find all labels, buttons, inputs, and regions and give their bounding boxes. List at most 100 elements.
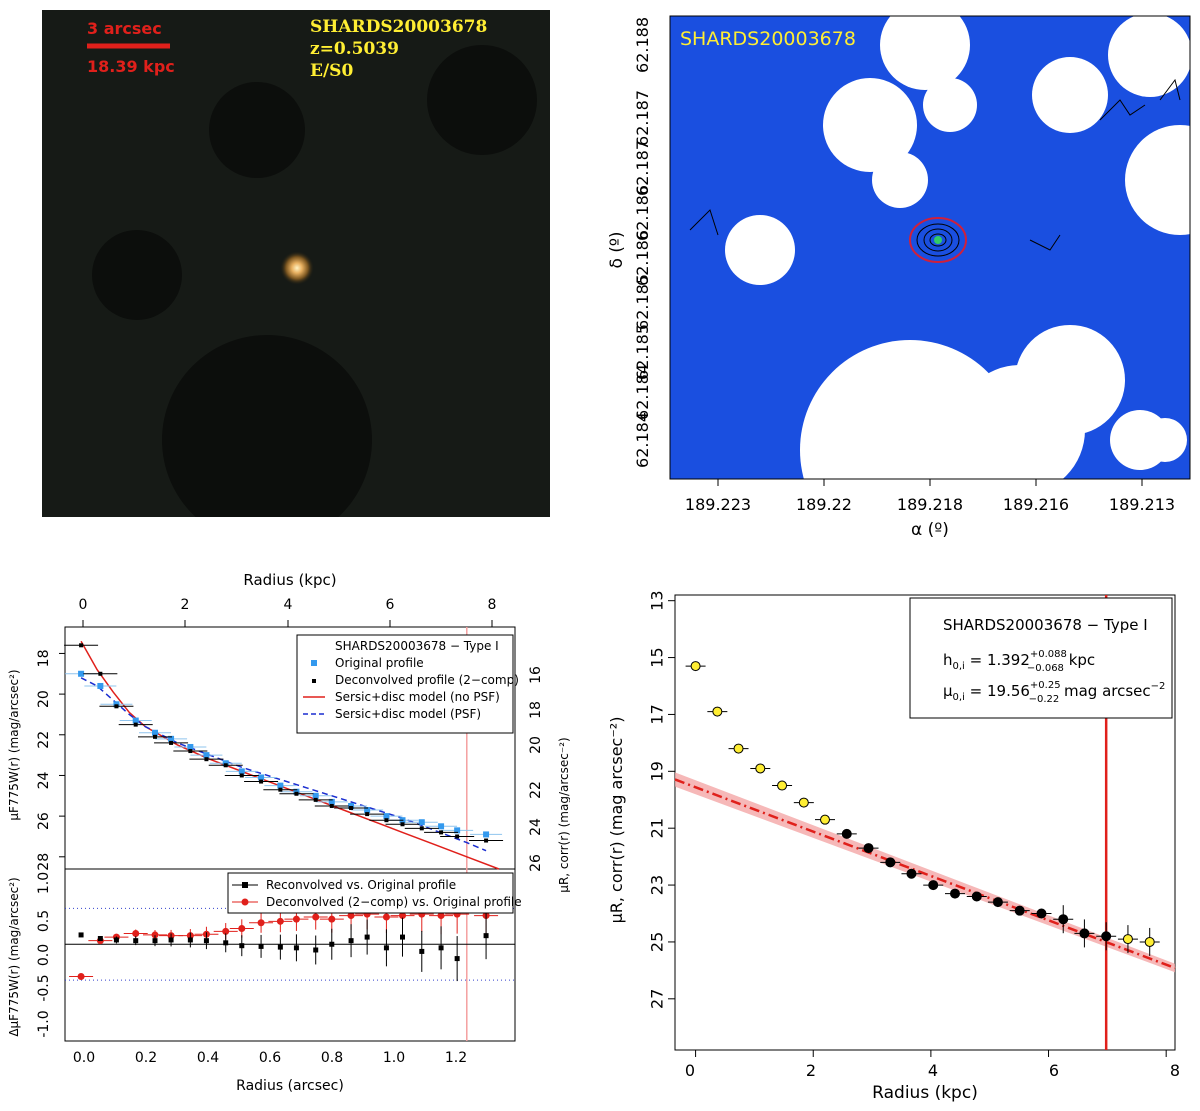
deconv-point	[239, 773, 244, 778]
map-ytick: 62.187	[633, 140, 652, 196]
deconv-point	[484, 838, 489, 843]
fit-black-point	[1036, 908, 1047, 919]
reconv-res-point	[258, 943, 264, 949]
map-ytick: 62.185	[633, 274, 652, 330]
reconv-res-point	[419, 948, 425, 954]
legend-marker-original	[311, 660, 317, 666]
map-xtick: 189.223	[685, 495, 751, 514]
map-ytick: 62.185	[633, 324, 652, 380]
deconv-point	[114, 704, 119, 709]
profile-top-xlabel: Radius (kpc)	[243, 571, 336, 589]
deconv-res-point	[238, 924, 246, 932]
reconv-res-point	[97, 936, 103, 942]
legend-nopsf: Sersic+disc model (no PSF)	[335, 690, 500, 704]
fit-xtick: 8	[1170, 1061, 1180, 1080]
fit-legend: SHARDS20003678 − Type I h0,i = 1.392+0.0…	[909, 597, 1173, 719]
original-point	[168, 735, 175, 742]
legend-original: Original profile	[335, 656, 424, 670]
fit-yellow-point	[712, 706, 723, 717]
residual-ytick: 0.0	[36, 944, 52, 966]
deconv-point	[79, 643, 84, 648]
fit-panel: 0 2 4 6 8 Radius (kpc) 13 15 17 19 21 23 25 27 …	[600, 580, 1200, 1106]
original-point	[222, 760, 229, 767]
residual-ylabel: ΔμF775W(r) (mag/arcsec²)	[7, 877, 21, 1036]
map-object-name: SHARDS20003678	[680, 28, 856, 50]
profile-xtick: 0.4	[197, 1050, 219, 1066]
fit-yellow-point	[690, 661, 701, 672]
profile-ytick: 26	[36, 812, 52, 830]
legend-psf: Sersic+disc model (PSF)	[335, 707, 481, 721]
original-point	[152, 729, 158, 736]
fit-xtick: 2	[806, 1061, 816, 1080]
original-point	[187, 743, 194, 750]
object-name: SHARDS20003678	[310, 17, 487, 37]
fit-yellow-point	[755, 763, 766, 774]
original-point	[258, 774, 265, 781]
map-y-ticks: 62.188 62.187 62.187 62.186 62.186 62.18…	[633, 17, 652, 468]
profile-rtick: 16	[528, 666, 544, 684]
original-point	[113, 701, 120, 708]
fit-black-point	[950, 888, 960, 899]
reconv-res-point	[239, 943, 245, 949]
profile-top-ticks: 0 2 4 6 8	[79, 597, 497, 613]
original-point	[348, 802, 355, 809]
deconv-point	[384, 818, 389, 823]
deconv-point	[349, 805, 354, 810]
fit-ylabel: μR, corr(r) (mag arcsec⁻²)	[607, 717, 626, 924]
map-ytick: 62.186	[633, 185, 652, 241]
reconv-res-point	[203, 938, 209, 944]
profile-lower-frame	[64, 868, 516, 1042]
profile-rtick: 22	[528, 781, 544, 799]
residual-yticks: 1.0 0.5 0.0 -0.5 -1.0	[36, 872, 52, 1038]
profile-ytick: 28	[36, 853, 52, 871]
deconv-res-point	[292, 915, 300, 923]
map-ytick: 62.186	[633, 230, 652, 286]
map-x-ticks: 189.223 189.22 189.218 189.216 189.213	[685, 479, 1175, 514]
original-point	[293, 788, 300, 795]
fit-xtick: 0	[685, 1061, 695, 1080]
fit-ytick: 17	[648, 704, 667, 724]
deconv-point	[313, 797, 318, 802]
deconv-res-point	[276, 917, 284, 925]
deconv-point	[204, 757, 209, 762]
reconv-res-point	[168, 937, 174, 943]
residual-ytick: -0.5	[36, 974, 52, 1001]
reconv-res-point	[400, 934, 405, 940]
reconv-res-point	[383, 945, 389, 951]
profile-ylabel: μF775W(r) (mag/arcsec²)	[7, 669, 21, 820]
fit-black-point	[928, 880, 939, 891]
profile-xtick: 0.2	[135, 1050, 157, 1066]
fit-yellow-point	[798, 797, 809, 808]
deconv-res-point	[312, 913, 320, 921]
map-xtick: 189.216	[1003, 495, 1069, 514]
mask-circles	[725, 0, 1200, 560]
fit-black-point	[863, 843, 874, 854]
fit-legend-title: SHARDS20003678 − Type I	[943, 616, 1148, 634]
fit-line	[674, 778, 1176, 970]
mask-map: SHARDS20003678 189.223 189.22 189.218 18…	[607, 0, 1200, 560]
profile-top-tickmarks	[82, 620, 493, 627]
deconv-point	[169, 740, 174, 745]
legend-title: SHARDS20003678 − Type I	[335, 639, 499, 653]
galaxy-image: 3 arcsec 18.39 kpc SHARDS20003678 z=0.50…	[42, 10, 550, 545]
galaxy-core	[934, 236, 942, 244]
reconv-res-point	[223, 940, 229, 946]
residual-ytick: 0.5	[36, 910, 52, 932]
original-point	[383, 813, 390, 820]
map-ylabel: δ (º)	[607, 231, 627, 268]
profile-xlabel: Radius (arcsec)	[236, 1078, 344, 1094]
reconv-res-point	[438, 945, 444, 951]
fit-black-point	[971, 891, 982, 902]
contours	[689, 78, 1181, 263]
fit-chart: 0 2 4 6 8 Radius (kpc) 1315171921232527 …	[607, 591, 1180, 1103]
deconv-point	[153, 734, 157, 739]
galaxy-image-panel: 3 arcsec 18.39 kpc SHARDS20003678 z=0.50…	[42, 10, 550, 545]
fit-black-point	[906, 868, 917, 879]
fit-black-point	[885, 857, 896, 868]
reconv-res-point	[187, 937, 193, 943]
profile-rtick: 20	[528, 736, 544, 754]
fit-ytick: 27	[648, 989, 667, 1009]
deconv-res-point	[132, 930, 140, 937]
reconv-res-point	[348, 938, 354, 944]
